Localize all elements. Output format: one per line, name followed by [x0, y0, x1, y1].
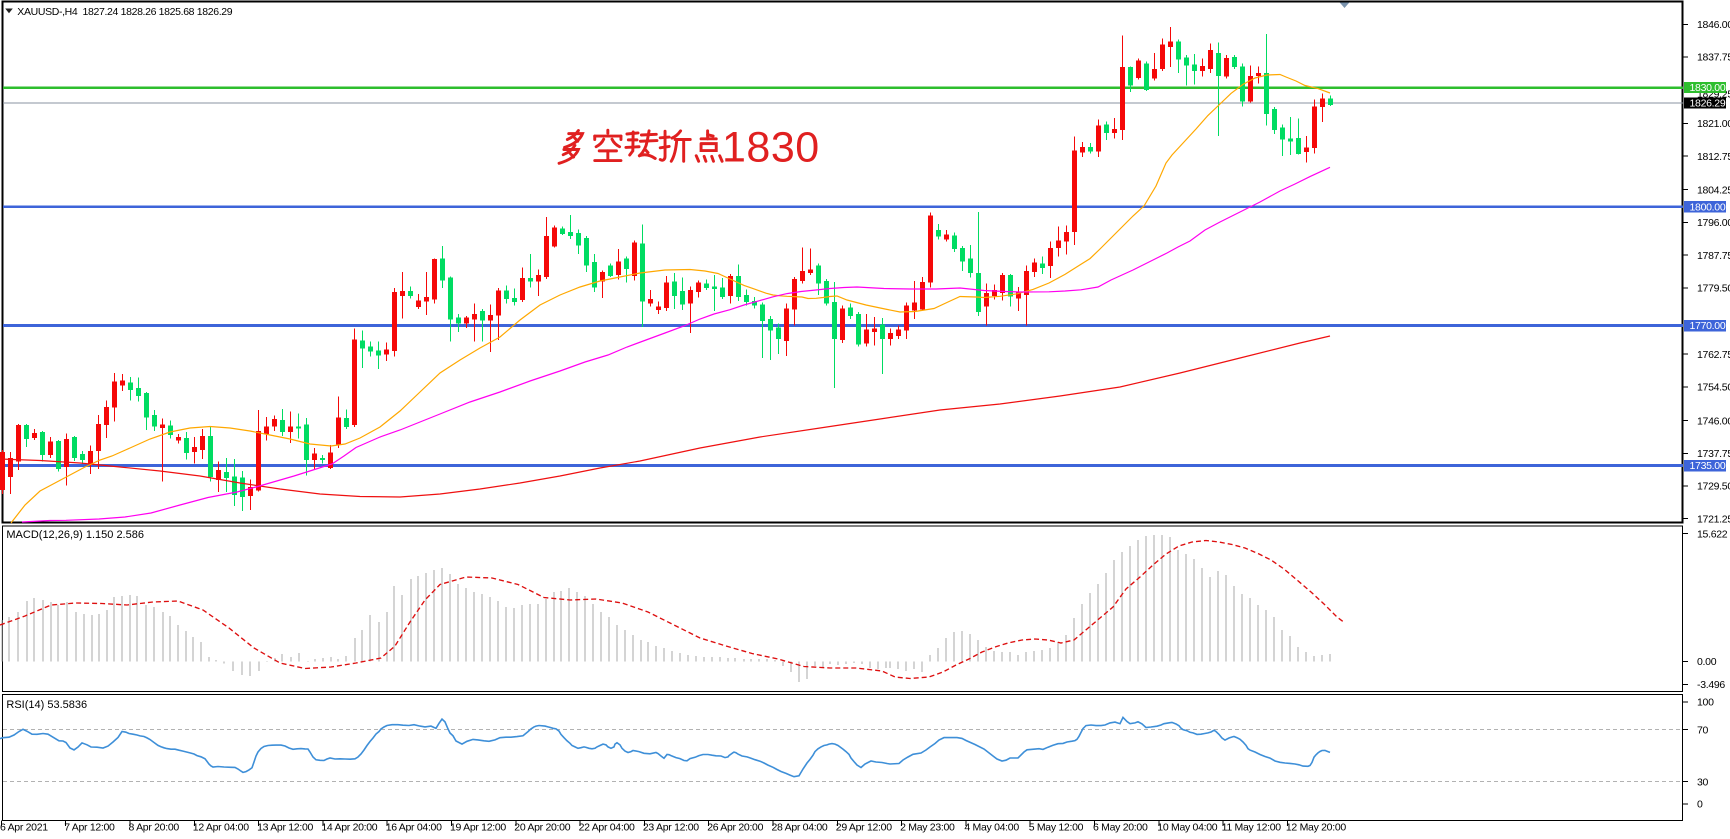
svg-text:22 Apr 04:00: 22 Apr 04:00 — [579, 822, 635, 834]
svg-text:1830: 1830 — [722, 124, 820, 172]
svg-text:23 Apr 12:00: 23 Apr 12:00 — [643, 822, 699, 834]
svg-text:30: 30 — [1697, 776, 1709, 788]
svg-text:4 May 04:00: 4 May 04:00 — [964, 822, 1019, 834]
svg-text:1837.75: 1837.75 — [1697, 52, 1730, 64]
svg-text:100: 100 — [1697, 697, 1714, 709]
svg-text:13 Apr 12:00: 13 Apr 12:00 — [257, 822, 313, 834]
svg-text:XAUUSD-,H4 1827.24 1828.26 18: XAUUSD-,H4 1827.24 1828.26 1825.68 1826.… — [17, 6, 232, 18]
svg-text:1800.00: 1800.00 — [1690, 201, 1726, 213]
svg-text:0.00: 0.00 — [1697, 656, 1717, 668]
svg-text:12 May 20:00: 12 May 20:00 — [1286, 822, 1346, 834]
svg-text:1826.29: 1826.29 — [1690, 98, 1726, 110]
svg-text:1804.25: 1804.25 — [1697, 184, 1730, 196]
svg-text:1770.00: 1770.00 — [1690, 320, 1726, 332]
svg-text:7 Apr 12:00: 7 Apr 12:00 — [64, 822, 115, 834]
svg-text:6 May 20:00: 6 May 20:00 — [1093, 822, 1148, 834]
svg-text:1821.00: 1821.00 — [1697, 118, 1730, 130]
svg-text:8 Apr 20:00: 8 Apr 20:00 — [129, 822, 180, 834]
svg-text:0: 0 — [1697, 799, 1703, 811]
svg-text:10 May 04:00: 10 May 04:00 — [1157, 822, 1217, 834]
svg-text:RSI(14) 53.5836: RSI(14) 53.5836 — [6, 699, 87, 711]
svg-text:26 Apr 20:00: 26 Apr 20:00 — [707, 822, 763, 834]
svg-text:19 Apr 12:00: 19 Apr 12:00 — [450, 822, 506, 834]
svg-text:1762.75: 1762.75 — [1697, 349, 1730, 361]
svg-text:1735.00: 1735.00 — [1690, 460, 1726, 472]
svg-text:1721.25: 1721.25 — [1697, 513, 1730, 525]
svg-text:1729.50: 1729.50 — [1697, 481, 1730, 493]
svg-text:15.622: 15.622 — [1697, 528, 1728, 540]
svg-text:1779.50: 1779.50 — [1697, 283, 1730, 295]
svg-text:1746.00: 1746.00 — [1697, 415, 1730, 427]
svg-text:28 Apr 04:00: 28 Apr 04:00 — [772, 822, 828, 834]
svg-text:70: 70 — [1697, 724, 1709, 736]
svg-text:20 Apr 20:00: 20 Apr 20:00 — [514, 822, 570, 834]
svg-text:11 May 12:00: 11 May 12:00 — [1222, 822, 1282, 834]
svg-text:-3.496: -3.496 — [1697, 679, 1725, 691]
svg-text:29 Apr 12:00: 29 Apr 12:00 — [836, 822, 892, 834]
svg-text:2 May 23:00: 2 May 23:00 — [900, 822, 955, 834]
svg-text:6 Apr 2021: 6 Apr 2021 — [0, 822, 48, 834]
svg-text:1787.75: 1787.75 — [1697, 250, 1730, 262]
svg-text:16 Apr 04:00: 16 Apr 04:00 — [386, 822, 442, 834]
svg-text:1737.75: 1737.75 — [1697, 448, 1730, 460]
svg-text:1754.50: 1754.50 — [1697, 382, 1730, 394]
svg-text:1830.00: 1830.00 — [1690, 82, 1726, 94]
svg-text:1812.75: 1812.75 — [1697, 151, 1730, 163]
svg-text:MACD(12,26,9) 1.150 2.586: MACD(12,26,9) 1.150 2.586 — [6, 529, 144, 541]
svg-text:5 May 12:00: 5 May 12:00 — [1029, 822, 1084, 834]
svg-text:1846.00: 1846.00 — [1697, 19, 1730, 31]
svg-text:1796.00: 1796.00 — [1697, 217, 1730, 229]
svg-text:12 Apr 04:00: 12 Apr 04:00 — [193, 822, 249, 834]
svg-text:14 Apr 20:00: 14 Apr 20:00 — [321, 822, 377, 834]
